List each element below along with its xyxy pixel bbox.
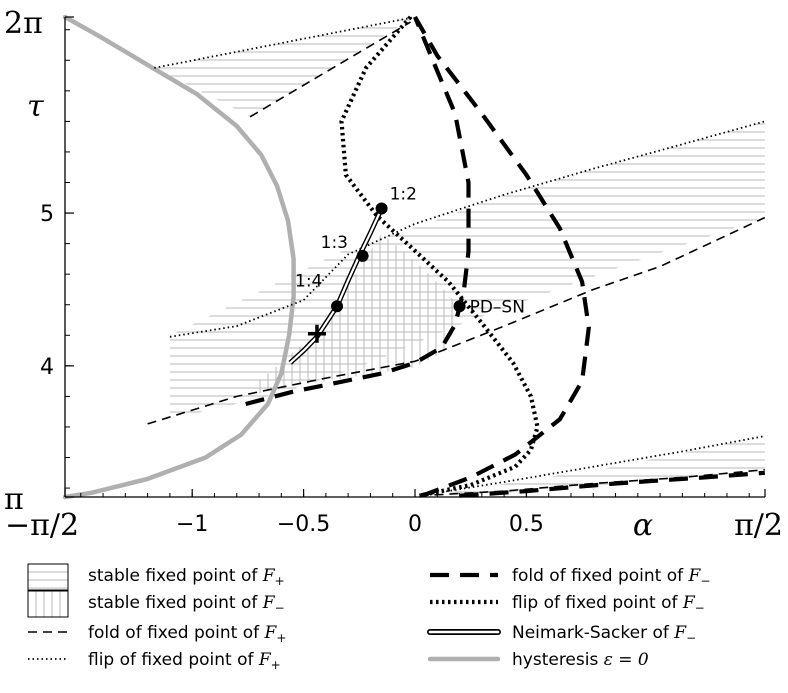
legend-label: stable fixed point of F+ (88, 566, 285, 588)
legend-label: flip of fixed point of F+ (88, 650, 281, 672)
curve-fold-minus-9 (459, 470, 765, 498)
legend-label: stable fixed point of F− (88, 593, 285, 615)
curve-flip-plus-6 (419, 435, 765, 497)
legend-label: fold of fixed point of F− (512, 566, 710, 588)
curve-fold-plus-2 (147, 216, 766, 425)
curve-fold-minus-8 (413, 15, 591, 498)
resonance-point (453, 300, 466, 313)
point-label: 1:3 (321, 233, 348, 253)
resonance-point (375, 202, 388, 215)
x-tick-label: −0.5 (277, 512, 330, 537)
point-label: PD–SN (470, 297, 525, 317)
resonance-point (356, 249, 369, 262)
legend-swatch (27, 590, 69, 618)
x-tick-label: −1 (176, 512, 208, 537)
curve-fold-plus-3 (419, 468, 765, 497)
curve-flip-plus-5 (169, 120, 766, 338)
x-axis-label: α (633, 508, 653, 543)
curve-hysteresis-0 (62, 14, 296, 500)
y-tick-label: 2π (4, 6, 43, 41)
legend-swatch (27, 563, 69, 591)
y-tick-label: 5 (40, 202, 54, 227)
stability-regions (154, 17, 765, 497)
curve-fold-plus-1 (249, 21, 411, 118)
y-axis-label: τ (27, 89, 44, 124)
x-tick-label: π/2 (734, 508, 783, 543)
x-tick-label: 0 (408, 512, 422, 537)
legend: stable fixed point of F+ stable fixed poi… (27, 563, 710, 672)
x-tick-label: 0.5 (509, 512, 544, 537)
point-label: 1:2 (390, 184, 417, 204)
legend-label: Neimark-Sacker of F− (512, 623, 696, 645)
legend-label: flip of fixed point of F− (512, 593, 705, 615)
y-tick-label: π (4, 482, 24, 517)
axes: −π/2 −1 −0.5 0 0.5 π/2 π 4 5 2π α τ (4, 6, 783, 543)
region-stable-minus (259, 232, 460, 394)
legend-label: fold of fixed point of F+ (88, 623, 286, 645)
resonance-point (331, 300, 344, 313)
region-stable-plus-top (154, 17, 416, 117)
point-label: 1:4 (295, 271, 322, 291)
y-tick-label: 4 (40, 355, 54, 380)
curve-fold-minus-7 (245, 16, 471, 407)
legend-label: hysteresis ε = 0 (512, 650, 649, 670)
special-points: 1:2 1:3 1:4 PD–SN (295, 184, 525, 343)
bifurcation-curves (62, 14, 766, 500)
x-tick-label: −π/2 (5, 508, 79, 543)
curve-flip-plus-4 (154, 16, 416, 69)
curve-neimark-sacker-inner (289, 208, 383, 364)
